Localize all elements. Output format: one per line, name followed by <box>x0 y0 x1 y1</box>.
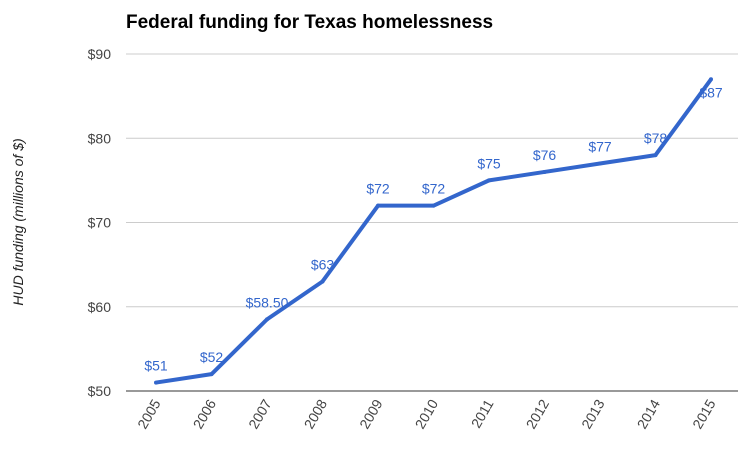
data-point <box>709 77 713 82</box>
data-label: $72 <box>366 181 390 197</box>
data-label: $63 <box>311 256 335 272</box>
x-tick-label: 2006 <box>190 396 220 431</box>
data-label: $78 <box>644 130 668 146</box>
data-label: $87 <box>699 84 723 100</box>
data-point <box>154 380 158 385</box>
y-tick-label: $60 <box>88 299 112 315</box>
data-point <box>487 178 491 183</box>
data-point <box>598 161 602 166</box>
data-point <box>320 279 325 284</box>
x-tick-label: 2015 <box>689 396 719 431</box>
x-tick-label: 2008 <box>301 396 331 431</box>
data-label: $58.50 <box>246 294 289 310</box>
data-point <box>542 169 547 174</box>
data-label: $76 <box>533 147 557 163</box>
data-label: $77 <box>588 139 612 155</box>
x-tick-label: 2010 <box>412 396 442 431</box>
data-label: $52 <box>200 349 224 365</box>
x-tick-label: 2013 <box>578 396 608 431</box>
x-tick-label: 2007 <box>245 396 275 431</box>
y-tick-label: $90 <box>88 46 112 62</box>
y-tick-label: $50 <box>88 383 112 399</box>
data-label: $72 <box>422 181 446 197</box>
data-label: $75 <box>477 155 501 171</box>
x-tick-label: 2005 <box>134 396 164 431</box>
data-point <box>265 317 269 322</box>
x-tick-label: 2009 <box>356 396 386 431</box>
data-label: $51 <box>144 358 168 374</box>
x-tick-label: 2011 <box>468 396 497 430</box>
x-tick-label: 2012 <box>523 396 553 431</box>
data-point <box>653 153 658 158</box>
data-point <box>431 203 436 208</box>
y-axis-label: HUD funding (millions of $) <box>10 138 26 305</box>
x-tick-label: 2014 <box>634 396 664 431</box>
data-point <box>376 203 380 208</box>
data-line <box>155 78 713 385</box>
data-point <box>209 372 214 377</box>
y-tick-label: $80 <box>88 130 112 146</box>
y-tick-label: $70 <box>88 215 112 231</box>
chart-title: Federal funding for Texas homelessness <box>126 12 493 33</box>
